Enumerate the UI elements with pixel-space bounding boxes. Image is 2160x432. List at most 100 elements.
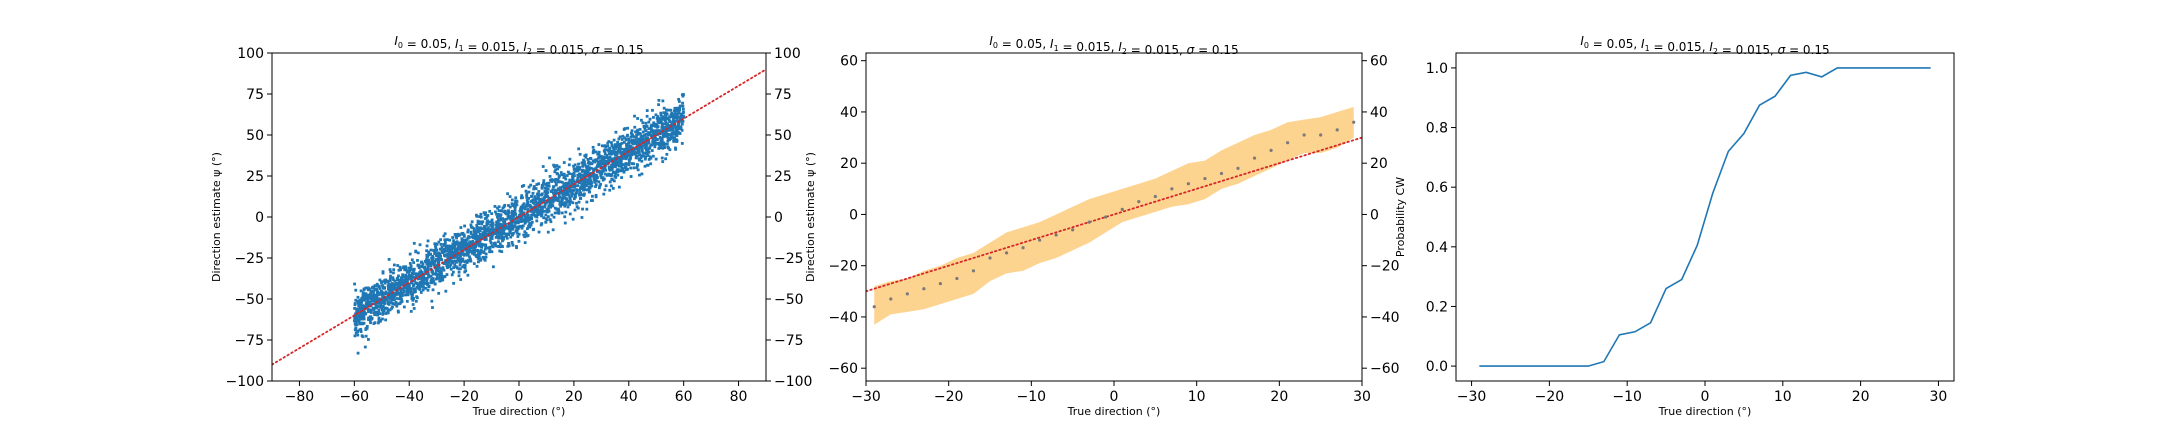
mean-point (1286, 141, 1290, 145)
scatter-point (384, 292, 388, 295)
scatter-point (495, 222, 499, 226)
scatter-point (593, 180, 597, 184)
scatter-point (609, 174, 613, 177)
scatter-point (465, 246, 469, 250)
scatter-point (395, 281, 399, 285)
scatter-point (493, 232, 497, 236)
scatter-point (434, 244, 437, 248)
scatter-point (654, 113, 658, 117)
mean-point (1087, 220, 1091, 224)
scatter-point (378, 319, 382, 323)
scatter-point (633, 147, 636, 151)
scatter-point (496, 220, 500, 224)
scatter-point (607, 158, 611, 162)
scatter-point (572, 183, 576, 187)
scatter-point (375, 282, 379, 286)
scatter-point (391, 276, 395, 280)
scatter-point (623, 136, 626, 140)
scatter-point (614, 172, 617, 175)
scatter-point (475, 229, 479, 232)
scatter-point (594, 193, 598, 197)
scatter-point (586, 157, 590, 161)
scatter-point (580, 161, 584, 165)
scatter-point (431, 256, 435, 260)
scatter-point (638, 153, 642, 157)
right-y-tick-label: 20 (1370, 156, 1388, 172)
scatter-point (441, 276, 444, 279)
scatter-point (520, 185, 524, 188)
scatter-point (400, 292, 404, 296)
scatter-point (567, 163, 571, 167)
scatter-point (381, 270, 385, 274)
scatter-point (354, 312, 357, 316)
scatter-point (419, 275, 423, 279)
scatter-point (592, 172, 596, 176)
scatter-point (378, 287, 382, 291)
scatter-point (467, 236, 471, 239)
scatter-point (555, 164, 559, 167)
y-axis-label: Probability CW (1394, 177, 1407, 257)
scatter-point (544, 209, 547, 213)
scatter-point (505, 217, 509, 221)
scatter-point (443, 232, 447, 236)
scatter-point (377, 293, 381, 296)
scatter-point (477, 242, 481, 246)
scatter-point (484, 255, 488, 259)
scatter-point (481, 236, 484, 240)
scatter-point (482, 250, 486, 254)
x-tick-label: −20 (934, 389, 964, 405)
scatter-point (391, 305, 394, 309)
scatter-point (484, 211, 487, 215)
scatter-point (519, 218, 523, 221)
scatter-point (664, 157, 668, 161)
scatter-point (653, 145, 657, 149)
chart-title: I0 = 0.05, I1 = 0.015, I2 = 0.015, σ = 0… (394, 34, 643, 57)
scatter-point (388, 283, 392, 286)
scatter-point (424, 286, 428, 290)
scatter-point (638, 158, 641, 162)
scatter-point (570, 190, 574, 194)
scatter-point (623, 127, 627, 130)
scatter-point (392, 298, 396, 301)
scatter-point (419, 291, 423, 294)
scatter-point (477, 229, 481, 233)
scatter-point (414, 249, 418, 253)
scatter-point (390, 289, 394, 292)
scatter-point (466, 250, 469, 253)
scatter-point (395, 304, 399, 308)
scatter-point (513, 225, 517, 228)
scatter-point (543, 204, 547, 208)
x-tick-label: 20 (565, 389, 583, 405)
scatter-point (426, 283, 429, 286)
scatter-point (493, 205, 497, 208)
scatter-point (578, 175, 581, 178)
scatter-point (472, 248, 476, 252)
scatter-point (606, 144, 610, 148)
scatter-point (612, 147, 616, 151)
scatter-point (649, 124, 653, 128)
scatter-point (383, 291, 386, 295)
scatter-point (506, 192, 509, 196)
scatter-point (656, 115, 660, 118)
scatter-point (573, 185, 577, 189)
x-tick-label: 0 (515, 389, 524, 405)
scatter-point (433, 263, 436, 267)
scatter-point (381, 271, 385, 275)
scatter-point (550, 190, 554, 194)
scatter-point (664, 115, 668, 119)
scatter-point (555, 207, 559, 211)
scatter-point (504, 212, 508, 216)
scatter-point (446, 262, 450, 266)
scatter-point (623, 151, 627, 155)
scatter-point (447, 249, 451, 253)
scatter-point (389, 289, 393, 293)
scatter-point (362, 288, 366, 291)
scatter-point (598, 171, 602, 175)
scatter-point (353, 322, 357, 326)
scatter-point (399, 289, 403, 293)
scatter-point (357, 320, 361, 324)
scatter-point (358, 328, 362, 332)
scatter-point (390, 282, 394, 286)
scatter-point (412, 290, 416, 294)
scatter-point (636, 164, 639, 168)
